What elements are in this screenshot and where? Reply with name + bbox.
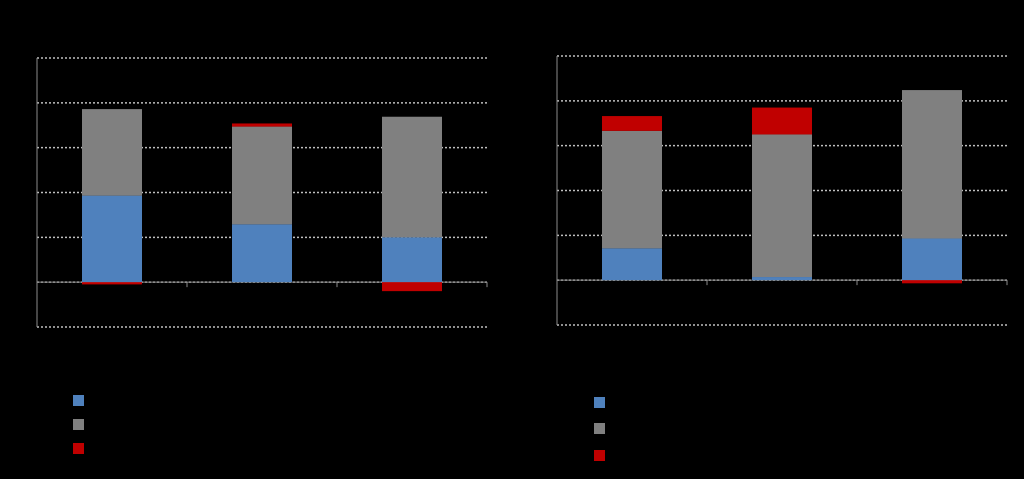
bar-segment [902,238,962,281]
bar-segment [382,116,442,238]
legend-swatch [73,395,84,406]
bar-segment [232,224,292,283]
bar-segment [382,237,442,283]
bar-segment [232,123,292,127]
bar-segment [232,126,292,225]
bar-segment [902,90,962,239]
legend-swatch [594,450,605,461]
legend-swatch [594,397,605,408]
legend-swatch [73,443,84,454]
bar-segment [752,134,812,278]
bar-segment [752,277,812,281]
legend-swatch [73,419,84,430]
bar-segment [382,282,442,292]
bar-segment [902,280,962,284]
bar-segment [82,282,142,285]
bar-segment [602,248,662,281]
bar-segment [602,116,662,131]
bar-segment [602,130,662,249]
legend-swatch [594,423,605,434]
bar-segment [82,109,142,196]
bar-segment [82,195,142,283]
bar-segment [752,107,812,135]
